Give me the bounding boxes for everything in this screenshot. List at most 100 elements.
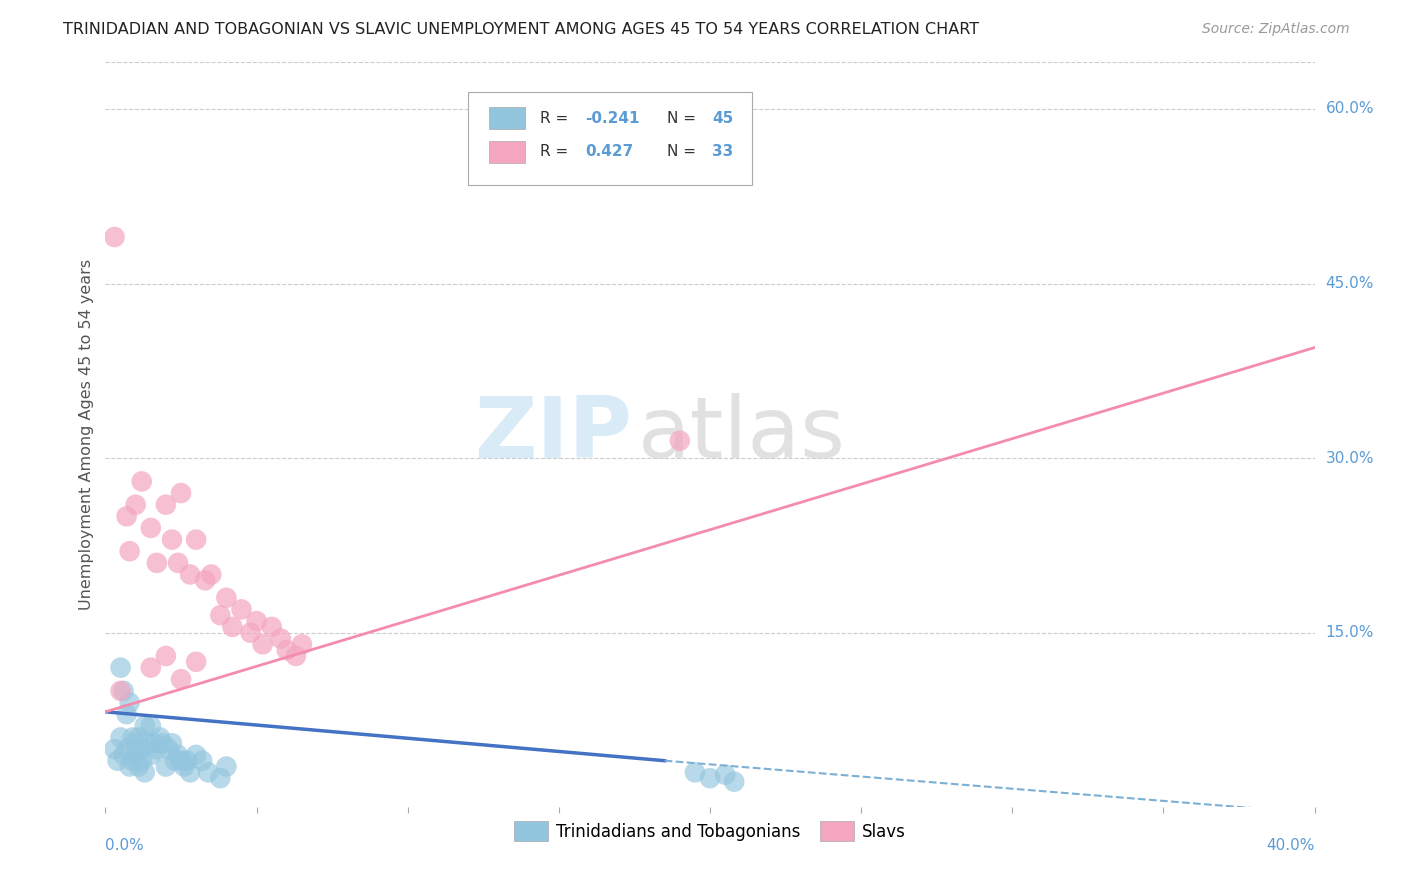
Point (155, 759, 177, 773)
Point (139, 747, 162, 762)
Point (118, 696, 141, 710)
Point (124, 736, 148, 750)
Point (194, 574, 217, 588)
Point (110, 731, 132, 745)
Legend: Trinidadians and Tobagonians, Slavs: Trinidadians and Tobagonians, Slavs (508, 814, 912, 847)
Point (191, 754, 214, 768)
Point (176, 754, 198, 768)
Point (103, 230, 125, 244)
Point (699, 771, 721, 785)
Point (260, 620, 283, 634)
Point (231, 602, 253, 616)
Point (115, 707, 138, 722)
Text: R =: R = (540, 111, 572, 126)
Point (131, 475, 153, 489)
Point (124, 498, 148, 512)
Text: N =: N = (666, 145, 700, 160)
Point (121, 754, 143, 768)
Point (209, 608, 232, 623)
Point (186, 655, 208, 669)
Point (291, 637, 314, 651)
Text: -0.241: -0.241 (585, 111, 640, 126)
Text: 0.0%: 0.0% (105, 838, 145, 853)
Point (669, 434, 692, 448)
Point (131, 742, 153, 756)
Point (170, 486, 193, 500)
Text: Source: ZipAtlas.com: Source: ZipAtlas.com (1202, 22, 1350, 37)
Point (139, 660, 162, 674)
Point (146, 742, 169, 756)
Point (167, 747, 190, 762)
Point (186, 747, 208, 762)
Point (139, 521, 162, 535)
Point (115, 742, 138, 756)
Point (112, 684, 135, 698)
Text: atlas: atlas (637, 393, 845, 476)
Point (128, 759, 150, 773)
Point (103, 742, 125, 756)
Point (167, 556, 190, 570)
Text: 33: 33 (713, 145, 734, 160)
Point (246, 614, 269, 628)
Point (160, 736, 183, 750)
Y-axis label: Unemployment Among Ages 45 to 54 years: Unemployment Among Ages 45 to 54 years (79, 260, 94, 610)
Point (200, 567, 222, 582)
Point (131, 754, 153, 768)
Point (284, 648, 307, 663)
Point (209, 771, 232, 785)
FancyBboxPatch shape (489, 107, 524, 129)
Point (215, 591, 238, 605)
Text: 0.427: 0.427 (585, 145, 634, 160)
Point (134, 765, 156, 780)
Point (142, 736, 165, 750)
FancyBboxPatch shape (489, 141, 524, 163)
Point (110, 684, 132, 698)
Point (128, 731, 150, 745)
Text: 40.0%: 40.0% (1267, 838, 1315, 853)
Point (121, 731, 143, 745)
Point (112, 747, 135, 762)
Point (160, 533, 183, 547)
Point (134, 719, 156, 733)
Text: TRINIDADIAN AND TOBAGONIAN VS SLAVIC UNEMPLOYMENT AMONG AGES 45 TO 54 YEARS CORR: TRINIDADIAN AND TOBAGONIAN VS SLAVIC UNE… (63, 22, 980, 37)
Point (146, 556, 169, 570)
Point (170, 672, 193, 686)
Point (139, 719, 162, 733)
Point (107, 754, 129, 768)
Point (124, 747, 148, 762)
Point (276, 643, 298, 657)
Point (115, 509, 138, 524)
Text: ZIP: ZIP (474, 393, 631, 476)
Point (118, 544, 141, 558)
Text: 60.0%: 60.0% (1326, 102, 1374, 117)
Point (155, 648, 177, 663)
Text: R =: R = (540, 145, 572, 160)
Point (270, 632, 292, 646)
Text: 15.0%: 15.0% (1326, 625, 1374, 640)
Text: N =: N = (666, 111, 700, 126)
FancyBboxPatch shape (468, 92, 752, 186)
Point (179, 765, 201, 780)
Point (149, 731, 172, 745)
Point (197, 765, 219, 780)
Point (179, 567, 201, 582)
Point (110, 660, 132, 674)
Point (714, 767, 737, 781)
Text: 45: 45 (713, 111, 734, 126)
Point (163, 754, 186, 768)
Text: 30.0%: 30.0% (1326, 450, 1374, 466)
Point (157, 742, 180, 756)
Point (118, 759, 141, 773)
Point (173, 759, 195, 773)
Point (221, 620, 243, 634)
Point (723, 774, 745, 789)
Point (136, 736, 159, 750)
Point (252, 637, 274, 651)
Point (683, 765, 706, 780)
Point (170, 754, 193, 768)
Point (215, 759, 238, 773)
Point (152, 736, 174, 750)
Point (239, 625, 262, 640)
Point (155, 498, 177, 512)
Point (186, 533, 208, 547)
